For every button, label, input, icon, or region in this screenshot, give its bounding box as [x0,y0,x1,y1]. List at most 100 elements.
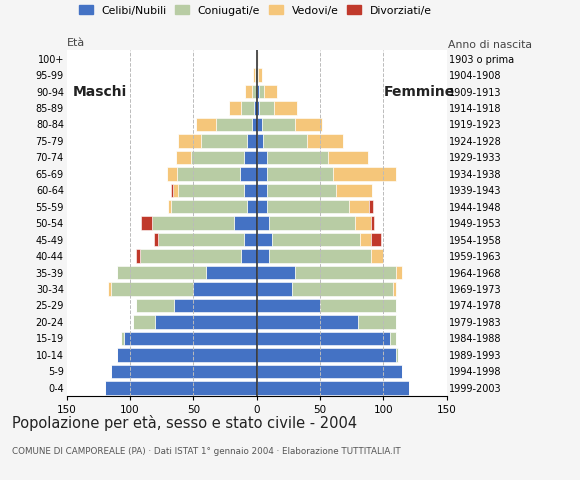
Bar [241,250,257,263]
Bar [295,266,396,279]
Bar [124,332,257,345]
Bar [257,118,262,131]
Bar [133,315,155,329]
Bar [371,216,375,230]
Bar [257,282,292,296]
Bar [274,101,297,115]
Bar [216,118,252,131]
Bar [255,68,257,82]
Bar [121,332,124,345]
Bar [267,183,336,197]
Bar [177,167,240,180]
Bar [257,365,403,378]
Bar [245,85,252,98]
Bar [246,134,257,148]
Bar [108,282,111,296]
Bar [158,233,244,246]
Bar [356,216,371,230]
Bar [259,101,274,115]
Bar [252,85,257,98]
Bar [241,101,254,115]
Bar [111,282,193,296]
Bar [257,315,358,329]
Bar [257,233,272,246]
Bar [262,118,295,131]
Bar [111,365,257,378]
Bar [257,101,259,115]
Bar [257,216,269,230]
Bar [264,85,277,98]
Bar [104,381,257,395]
Bar [142,216,151,230]
Legend: Celibi/Nubili, Coniugati/e, Vedovi/e, Divorziati/e: Celibi/Nubili, Coniugati/e, Vedovi/e, Di… [78,5,432,16]
Bar [244,151,257,164]
Bar [253,68,255,82]
Bar [333,167,396,180]
Bar [267,200,349,214]
Bar [269,216,356,230]
Bar [171,200,246,214]
Bar [358,315,396,329]
Text: COMUNE DI CAMPOREALE (PA) · Dati ISTAT 1° gennaio 2004 · Elaborazione TUTTITALIA: COMUNE DI CAMPOREALE (PA) · Dati ISTAT 1… [12,447,400,456]
Bar [396,266,403,279]
Bar [244,183,257,197]
Bar [263,134,307,148]
Bar [178,183,244,197]
Bar [336,183,372,197]
Bar [257,332,390,345]
Bar [246,200,257,214]
Bar [257,134,263,148]
Bar [295,118,322,131]
Bar [234,216,257,230]
Text: Anno di nascita: Anno di nascita [448,40,532,50]
Bar [257,151,267,164]
Bar [196,118,216,131]
Bar [191,151,244,164]
Bar [272,233,361,246]
Bar [349,200,369,214]
Bar [140,250,241,263]
Bar [176,151,191,164]
Bar [257,299,320,312]
Bar [151,216,234,230]
Bar [361,233,371,246]
Bar [155,315,257,329]
Bar [254,101,257,115]
Bar [371,233,380,246]
Bar [257,85,259,98]
Text: Femmine: Femmine [383,84,455,98]
Bar [257,200,267,214]
Bar [390,332,396,345]
Text: Maschi: Maschi [73,84,127,98]
Bar [240,167,257,180]
Bar [173,183,178,197]
Bar [371,250,383,263]
Bar [258,68,262,82]
Text: Età: Età [67,38,85,48]
Bar [257,381,409,395]
Bar [229,101,241,115]
Bar [117,348,257,361]
Bar [257,68,258,82]
Bar [175,299,257,312]
Bar [267,167,333,180]
Bar [257,266,295,279]
Bar [257,52,258,65]
Bar [269,250,371,263]
Bar [206,266,257,279]
Bar [193,282,257,296]
Bar [178,134,201,148]
Bar [267,151,328,164]
Bar [201,134,246,148]
Bar [393,282,396,296]
Bar [136,299,175,312]
Bar [168,200,171,214]
Bar [307,134,343,148]
Bar [244,233,257,246]
Bar [369,200,373,214]
Bar [117,266,206,279]
Bar [154,233,158,246]
Bar [328,151,368,164]
Bar [259,85,264,98]
Bar [257,167,267,180]
